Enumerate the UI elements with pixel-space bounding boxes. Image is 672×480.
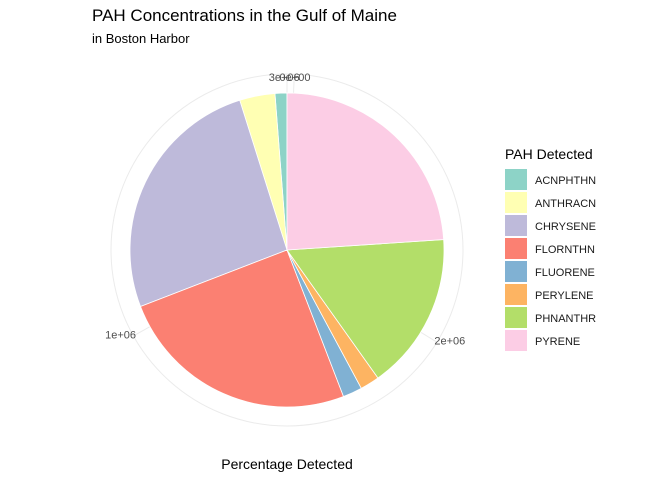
legend-label-phnanthr: PHNANTHR [535, 313, 596, 325]
pie-slice-flornthn [140, 249, 345, 408]
pie-slice-pyrene [286, 92, 445, 251]
legend-label-anthracn: ANTHRACN [535, 198, 596, 210]
pie-slice-phnanthr [286, 239, 445, 379]
pie-slice-chrysene [129, 99, 288, 308]
tick-label: 2e+06 [434, 336, 465, 348]
legend-label-perylene: PERYLENE [535, 290, 594, 302]
x-axis-label: Percentage Detected [221, 456, 353, 472]
legend-swatch-phnanthr [505, 307, 527, 328]
legend-title: PAH Detected [505, 146, 593, 162]
chart-subtitle: in Boston Harbor [92, 31, 190, 46]
legend-swatch-chrysene [505, 215, 527, 236]
tick-label: 1e+06 [105, 329, 136, 341]
legend-label-pyrene: PYRENE [535, 336, 580, 348]
legend-swatch-pyrene [505, 330, 527, 351]
tick-label: 0e+00 [280, 72, 311, 84]
legend-swatch-acnphthn [505, 169, 527, 190]
legend-label-fluorene: FLUORENE [535, 267, 595, 279]
legend-swatch-anthracn [505, 192, 527, 213]
legend-swatch-fluorene [505, 261, 527, 282]
legend-label-chrysene: CHRYSENE [535, 221, 596, 233]
chart-title: PAH Concentrations in the Gulf of Maine [92, 6, 397, 25]
tick-label: 3e+06 [269, 72, 300, 84]
radial-ticks: 0e+00 1e+06 2e+06 3e+06 [105, 72, 465, 348]
legend-swatch-flornthn [505, 238, 527, 259]
legend: PAH Detected ACNPHTHN ANTHRACN CHRYSENE FLO… [505, 146, 596, 351]
legend-label-flornthn: FLORNTHN [535, 244, 595, 256]
legend-label-acnphthn: ACNPHTHN [535, 175, 596, 187]
pie-slices [129, 92, 445, 408]
legend-items: ACNPHTHN ANTHRACN CHRYSENE FLORNTHN FLUORENE… [505, 169, 596, 351]
legend-swatch-perylene [505, 284, 527, 305]
